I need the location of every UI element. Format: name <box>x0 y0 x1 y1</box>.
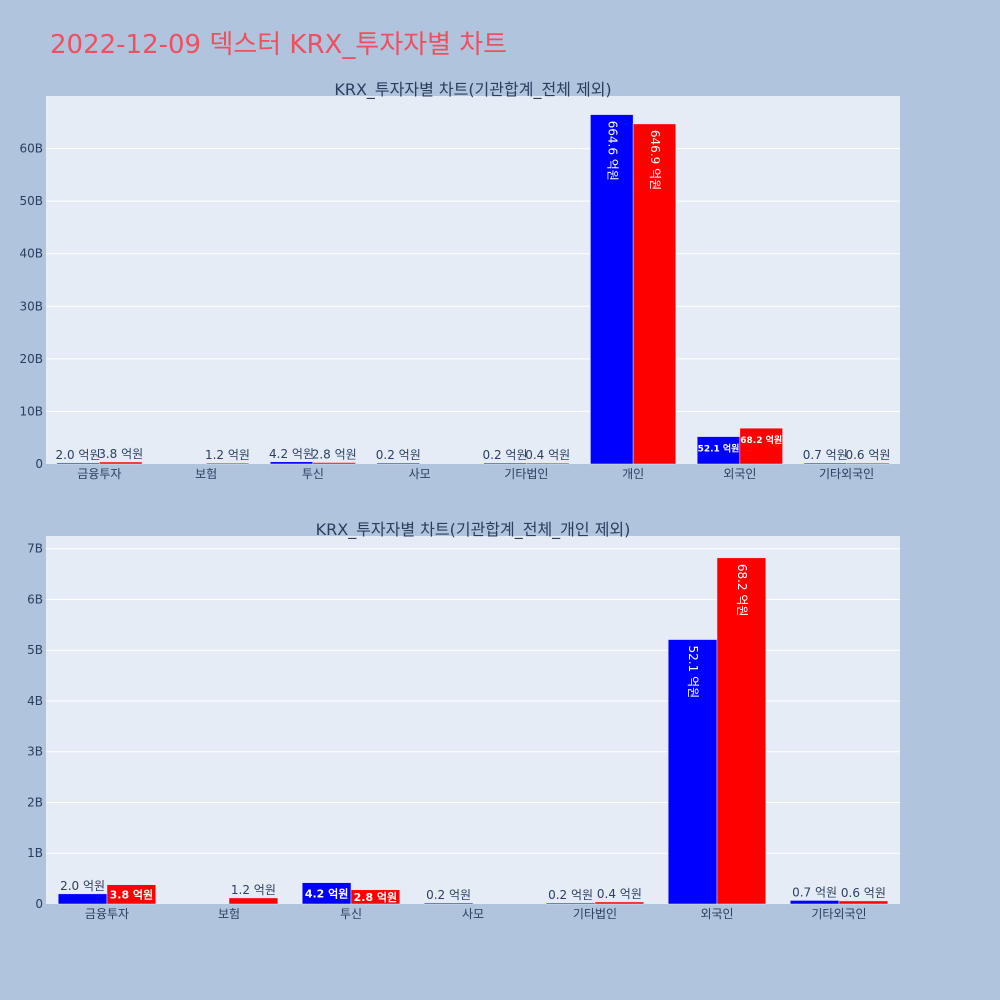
y-tick-label: 40B <box>19 247 43 261</box>
data-label: 3.8 억원 <box>110 887 154 901</box>
x-tick-label: 보험 <box>195 467 217 481</box>
data-label: 0.2 억원 <box>548 888 593 902</box>
x-tick-label: 보험 <box>218 907 240 921</box>
data-label: 2.0 억원 <box>60 879 105 893</box>
bar <box>739 427 783 465</box>
data-label: 2.8 억원 <box>312 448 357 462</box>
data-label: 2.8 억원 <box>354 890 398 904</box>
x-tick-label: 금융투자 <box>77 467 121 481</box>
bar <box>483 462 527 465</box>
bar <box>632 123 677 465</box>
y-tick-label: 7B <box>27 542 43 556</box>
bar <box>350 889 401 905</box>
chart-title: KRX_투자자별 차트(기관합계_전체 제외) <box>334 80 611 100</box>
data-label: 0.2 억원 <box>376 448 421 462</box>
bar <box>312 462 356 465</box>
y-tick-label: 30B <box>19 299 43 313</box>
data-label: 0.2 억원 <box>426 888 471 902</box>
x-tick-label: 투신 <box>340 907 362 921</box>
y-tick-label: 60B <box>19 142 43 156</box>
data-label: 52.1 억원 <box>686 646 700 699</box>
y-tick-label: 5B <box>27 643 43 657</box>
data-label: 68.2 억원 <box>735 564 749 617</box>
x-tick-label: 기타외국인 <box>811 907 866 921</box>
bar <box>696 436 741 465</box>
bar <box>803 462 847 465</box>
plot-area <box>46 96 900 464</box>
bar <box>106 884 157 905</box>
x-tick-label: 외국인 <box>723 467 756 481</box>
y-tick-label: 4B <box>27 694 43 708</box>
bar <box>228 897 279 905</box>
bar <box>838 900 889 905</box>
data-label: 4.2 억원 <box>269 447 314 461</box>
data-label: 4.2 억원 <box>305 886 349 900</box>
data-label: 1.2 억원 <box>231 883 276 897</box>
data-label: 664.6 억원 <box>605 121 619 181</box>
y-tick-label: 50B <box>19 194 43 208</box>
y-tick-label: 0 <box>35 457 43 471</box>
bar <box>376 462 420 465</box>
y-tick-label: 1B <box>27 846 43 860</box>
bar <box>789 900 840 905</box>
x-tick-label: 외국인 <box>700 907 733 921</box>
data-label: 2.0 억원 <box>56 448 101 462</box>
bar <box>423 902 474 905</box>
bar <box>716 557 767 905</box>
data-label: 0.6 억원 <box>845 448 890 462</box>
chart-2: 0 1B 2B 3B 4B 5B 6B 7B KRX_투자자별 차트(기관합계_전체_개인 제외… <box>27 520 900 921</box>
x-tick-label: 기타외국인 <box>819 467 874 481</box>
bar <box>205 462 250 465</box>
y-tick-label: 2B <box>27 795 43 809</box>
bar <box>269 461 314 465</box>
bar <box>56 462 100 465</box>
x-tick-label: 투신 <box>302 467 324 481</box>
data-label: 1.2 억원 <box>205 448 250 462</box>
data-label: 0.7 억원 <box>803 448 848 462</box>
data-label: 0.6 억원 <box>841 886 886 900</box>
y-tick-label: 0 <box>35 897 43 911</box>
x-tick-label: 기타법인 <box>573 907 617 921</box>
chart-1: 0 10B 20B 30B 40B 50B 60B KRX_투자자별 차트(기관합계_전체 제… <box>19 80 900 481</box>
x-tick-label: 기타법인 <box>504 467 548 481</box>
x-tick-label: 개인 <box>622 467 644 481</box>
page-title: 2022-12-09 덱스터 KRX_투자자별 차트 <box>50 30 508 60</box>
data-label: 52.1 억원 <box>698 443 740 455</box>
x-tick-label: 금융투자 <box>85 907 129 921</box>
bar <box>545 902 596 905</box>
x-tick-label: 사모 <box>409 467 431 481</box>
data-label: 0.4 억원 <box>525 448 570 462</box>
data-label: 0.2 억원 <box>483 448 528 462</box>
bar <box>99 461 143 465</box>
bar <box>846 462 890 465</box>
y-tick-label: 3B <box>27 745 43 759</box>
bar <box>526 462 570 465</box>
y-tick-label: 20B <box>19 352 43 366</box>
y-tick-label: 10B <box>19 404 43 418</box>
data-label: 0.7 억원 <box>792 885 837 899</box>
x-tick-label: 사모 <box>462 907 484 921</box>
y-tick-label: 6B <box>27 592 43 606</box>
data-label: 0.4 억원 <box>597 887 642 901</box>
data-label: 646.9 억원 <box>648 130 662 190</box>
chart-title: KRX_투자자별 차트(기관합계_전체_개인 제외) <box>316 520 631 540</box>
bar <box>594 901 645 905</box>
bar <box>57 893 108 905</box>
data-label: 3.8 억원 <box>98 447 143 461</box>
bar <box>667 639 718 905</box>
data-label: 68.2 억원 <box>740 434 782 446</box>
plot-area <box>46 536 900 904</box>
